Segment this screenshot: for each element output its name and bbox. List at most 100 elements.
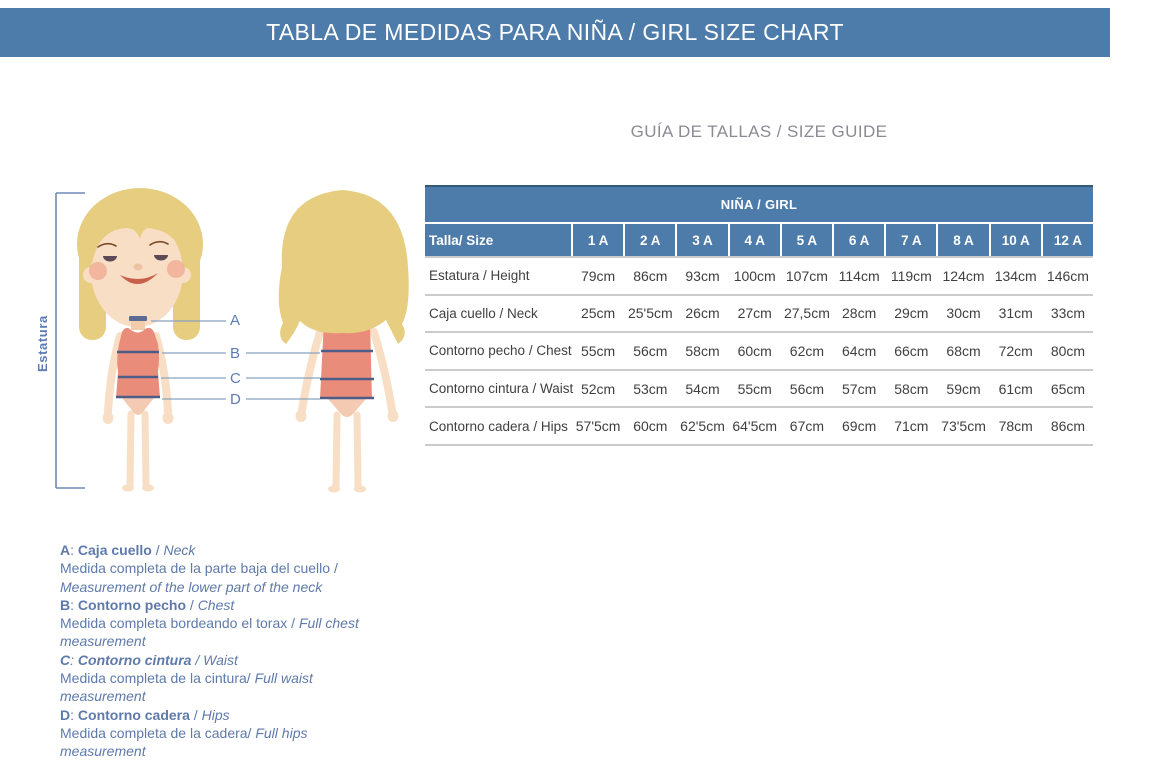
cell-value: 86cm xyxy=(633,267,668,284)
cell-value: 57'5cm xyxy=(575,418,621,435)
size-guide-subtitle: GUÍA DE TALLAS / SIZE GUIDE xyxy=(630,122,888,141)
cell-value: 56cm xyxy=(789,380,825,397)
eyes xyxy=(103,255,168,262)
legend-description: Medida completa de la cintura/ Full wais… xyxy=(60,669,394,706)
size-column-header: 6 A xyxy=(834,224,885,256)
table-row: Estatura / Height 79cm 86cm 93cm 100cm 107cm 1… xyxy=(425,258,1093,296)
estatura-label: Estatura xyxy=(35,315,50,372)
cell-value: 57cm xyxy=(842,380,877,397)
legend-desc-es: Medida completa bordeando el torax / xyxy=(60,615,296,632)
cell-value: 58cm xyxy=(894,380,929,397)
table-row: Contorno pecho / Chest 55cm 56cm 58cm 60cm 62… xyxy=(425,333,1093,371)
legend-term-en: Waist xyxy=(203,651,238,668)
marker-letter-d: D xyxy=(230,391,241,408)
cell-value: 80cm xyxy=(1050,342,1086,359)
legend-description: Medida completa bordeando el torax / Ful… xyxy=(60,614,394,651)
legend-separator: : xyxy=(70,596,78,613)
table-row: Contorno cintura / Waist 52cm 53cm 54cm 55cm… xyxy=(425,371,1093,409)
size-column-header: 7 A xyxy=(886,224,937,256)
size-column-header: 1 A xyxy=(573,224,624,256)
table-row: Caja cuello / Neck 25cm 25'5cm 26cm 27cm 27,5… xyxy=(425,296,1093,334)
page-title: TABLA DE MEDIDAS PARA NIÑA / GIRL SIZE C… xyxy=(266,19,844,45)
size-column-header: 5 A xyxy=(781,224,833,256)
cell-value: 71cm xyxy=(894,418,929,435)
legend-desc-es: Medida completa de la parte baja del cue… xyxy=(60,560,338,577)
legend-separator: / xyxy=(189,706,202,723)
legend-term-en: Chest xyxy=(197,596,235,613)
cell-value: 27,5cm xyxy=(783,305,830,322)
cell-value: 73'5cm xyxy=(941,418,986,435)
row-label: Contorno pecho / Chest xyxy=(429,343,572,359)
marker-letter-a: A xyxy=(230,312,240,329)
cell-value: 55cm xyxy=(580,342,616,359)
size-column-header: 4 A xyxy=(729,224,780,256)
cell-value: 52cm xyxy=(580,380,616,397)
legend-term-en: Neck xyxy=(163,542,196,558)
legend-separator: / xyxy=(186,596,198,613)
row-label: Caja cuello / Neck xyxy=(429,305,538,321)
cell-value: 124cm xyxy=(942,267,985,284)
cell-value: 68cm xyxy=(946,342,981,359)
cell-value: 54cm xyxy=(685,380,720,397)
cell-value: 56cm xyxy=(633,342,668,359)
marker-letter-c: C xyxy=(230,370,241,387)
cell-value: 60cm xyxy=(737,342,772,359)
cell-value: 29cm xyxy=(894,305,929,322)
legend-letter: C xyxy=(60,651,71,668)
girl-illustration: Estatura xyxy=(35,188,409,493)
cell-value: 64cm xyxy=(842,342,877,359)
size-column-header: 12 A xyxy=(1042,224,1094,256)
legend-term-es: Contorno cadera xyxy=(77,706,190,723)
row-label: Contorno cintura / Waist xyxy=(429,381,574,397)
legend-desc-es: Medida completa de la cadera/ xyxy=(60,724,252,741)
cell-value: 60cm xyxy=(633,418,668,435)
legend-separator: / xyxy=(151,542,164,558)
cell-value: 62'5cm xyxy=(680,418,725,435)
cell-value: 114cm xyxy=(838,267,880,284)
legend-description: Medida completa de la cadera/ Full hips … xyxy=(60,724,394,761)
cell-value: 64'5cm xyxy=(732,418,778,435)
cell-value: 78cm xyxy=(998,418,1033,435)
measurement-stripes-back xyxy=(320,349,374,400)
girl-back-view xyxy=(278,190,409,493)
cell-value: 31cm xyxy=(998,305,1033,322)
legend-separator: : xyxy=(70,706,78,723)
cell-value: 28cm xyxy=(842,305,877,322)
cell-value: 86cm xyxy=(1050,418,1086,435)
measurement-stripes-front xyxy=(116,350,160,399)
girl-front-view xyxy=(77,188,203,492)
cell-value: 72cm xyxy=(998,342,1033,359)
cell-value: 58cm xyxy=(685,342,720,359)
size-column-header: 10 A xyxy=(990,224,1041,256)
marker-letter-b: B xyxy=(230,345,240,362)
cell-value: 30cm xyxy=(946,305,981,322)
cell-value: 93cm xyxy=(685,267,720,284)
eyebrows xyxy=(97,240,169,248)
legend-term-es: Caja cuello xyxy=(77,542,152,558)
legend-desc-en: Measurement of the lower part of the nec… xyxy=(60,578,323,595)
table-group-header: NIÑA / GIRL xyxy=(425,185,1093,222)
legend-term: C: Contorno cintura / Waist xyxy=(60,651,394,669)
cell-value: 100cm xyxy=(733,267,776,284)
row-label: Contorno cadera / Hips xyxy=(429,418,568,434)
cell-value: 26cm xyxy=(685,305,720,322)
cell-value: 146cm xyxy=(1046,267,1089,284)
size-chart-banner: TABLA DE MEDIDAS PARA NIÑA / GIRL SIZE C… xyxy=(0,8,1110,57)
legend-desc-es: Medida completa de la cintura/ xyxy=(60,670,251,687)
cell-value: 79cm xyxy=(580,267,616,284)
measurement-legend: A: Caja cuello / Neck Medida completa de … xyxy=(60,541,394,761)
legend-desc-en: Full hips measurement xyxy=(60,724,308,760)
cell-value: 27cm xyxy=(737,305,772,322)
cell-value: 119cm xyxy=(890,267,932,284)
size-column-header: 2 A xyxy=(625,224,676,256)
legend-term: B: Contorno pecho / Chest xyxy=(60,596,394,614)
size-column-header: 3 A xyxy=(677,224,728,256)
legend-term-es: Contorno pecho xyxy=(77,596,187,613)
legend-separator: : xyxy=(70,542,78,558)
legend-letter: D xyxy=(60,706,71,723)
table-row: Contorno cadera / Hips 57'5cm 60cm 62'5cm 64… xyxy=(425,408,1093,446)
cell-value: 66cm xyxy=(894,342,929,359)
cell-value: 53cm xyxy=(633,380,668,397)
corner-label: Talla/ Size xyxy=(425,224,571,256)
